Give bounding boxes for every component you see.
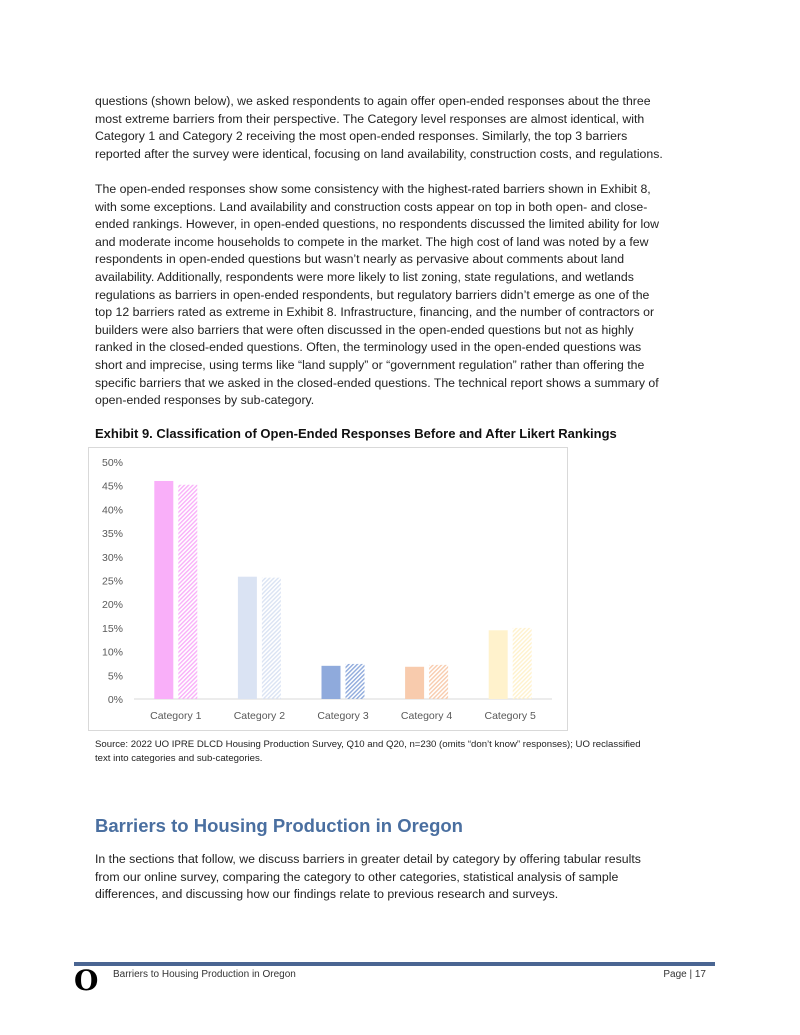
text-line: differences, and discussing how our find…: [95, 887, 559, 902]
text-line: reported after the survey were identical…: [95, 146, 663, 161]
bar-before-3: [321, 665, 341, 699]
university-logo: O: [74, 964, 99, 997]
x-tick-label: Category 4: [401, 710, 453, 722]
bar-after-2: [261, 577, 281, 699]
x-tick-label: Category 1: [150, 710, 202, 722]
text-line: In the sections that follow, we discuss …: [95, 852, 641, 866]
footer-divider: [74, 962, 715, 966]
section-heading: Barriers to Housing Production in Oregon: [95, 815, 463, 836]
y-tick-label: 5%: [108, 670, 123, 682]
text-line: open-ended responses by sub-category.: [95, 393, 315, 408]
bar-before-2: [237, 576, 257, 699]
intro-paragraph: questions (shown below), we asked respon…: [95, 93, 710, 163]
chart-svg: 0% 5% 10% 15% 20% 25% 30% 35% 40% 45% 50% Category …: [102, 457, 552, 722]
y-tick-label: 50%: [102, 457, 123, 469]
text-line: respondents in open-ended questions but …: [95, 252, 625, 267]
page-number: Page | 17: [663, 969, 706, 980]
y-tick-label: 10%: [102, 647, 123, 659]
text-line: most extreme barriers from their perspec…: [95, 111, 645, 126]
text-line: builders were also barriers that were of…: [95, 322, 634, 337]
text-line: text into categories and sub-categories.: [95, 753, 263, 764]
y-tick-label: 45%: [102, 481, 123, 493]
text-line: regulations as barriers in open-ended re…: [95, 287, 650, 302]
y-tick-label: 25%: [102, 576, 123, 588]
text-line: short and imprecise, using terms like “l…: [95, 357, 645, 372]
exhibit-title: Exhibit 9. Classification of Open-Ended …: [95, 426, 617, 441]
text-line: with some exceptions. Land availability …: [95, 199, 648, 214]
x-tick-label: Category 2: [234, 710, 286, 722]
text-line: ended rankings. However, in open-ended q…: [95, 217, 659, 232]
y-tick-label: 30%: [102, 552, 123, 564]
text-line: questions (shown below), we asked respon…: [95, 94, 651, 108]
footer-title: Barriers to Housing Production in Oregon: [113, 969, 296, 980]
analysis-paragraph: The open-ended responses show some consi…: [95, 181, 710, 410]
sections-paragraph: In the sections that follow, we discuss …: [95, 851, 710, 904]
text-line: The open-ended responses show some consi…: [95, 182, 651, 196]
source-note: Source: 2022 UO IPRE DLCD Housing Produc…: [95, 738, 641, 766]
bar-after-4: [429, 664, 449, 699]
bar-after-5: [512, 627, 532, 699]
text-line: from our online survey, comparing the ca…: [95, 869, 619, 884]
y-tick-label: 15%: [102, 623, 123, 635]
bar-chart: 0% 5% 10% 15% 20% 25% 30% 35% 40% 45% 50% Category …: [88, 447, 568, 731]
bar-before-5: [488, 630, 508, 699]
bar-before-1: [154, 480, 174, 699]
bar-after-3: [345, 663, 365, 699]
text-line: Source: 2022 UO IPRE DLCD Housing Produc…: [95, 739, 641, 750]
text-line: and moderate income households to compet…: [95, 234, 649, 249]
text-line: Category 1 and Category 2 receiving the …: [95, 129, 628, 144]
bar-after-1: [178, 484, 198, 699]
x-tick-label: Category 5: [485, 710, 537, 722]
y-tick-label: 40%: [102, 504, 123, 516]
bar-before-4: [405, 666, 425, 699]
y-tick-label: 0%: [108, 694, 123, 706]
text-line: top 12 barriers rated as extreme in Exhi…: [95, 305, 655, 320]
text-line: ranked in the closed-ended questions. Of…: [95, 340, 642, 355]
text-line: availability. Additionally, respondents …: [95, 269, 634, 284]
y-tick-label: 35%: [102, 528, 123, 540]
text-line: specific barriers that we asked in the c…: [95, 375, 659, 390]
y-tick-label: 20%: [102, 599, 123, 611]
x-tick-label: Category 3: [317, 710, 369, 722]
